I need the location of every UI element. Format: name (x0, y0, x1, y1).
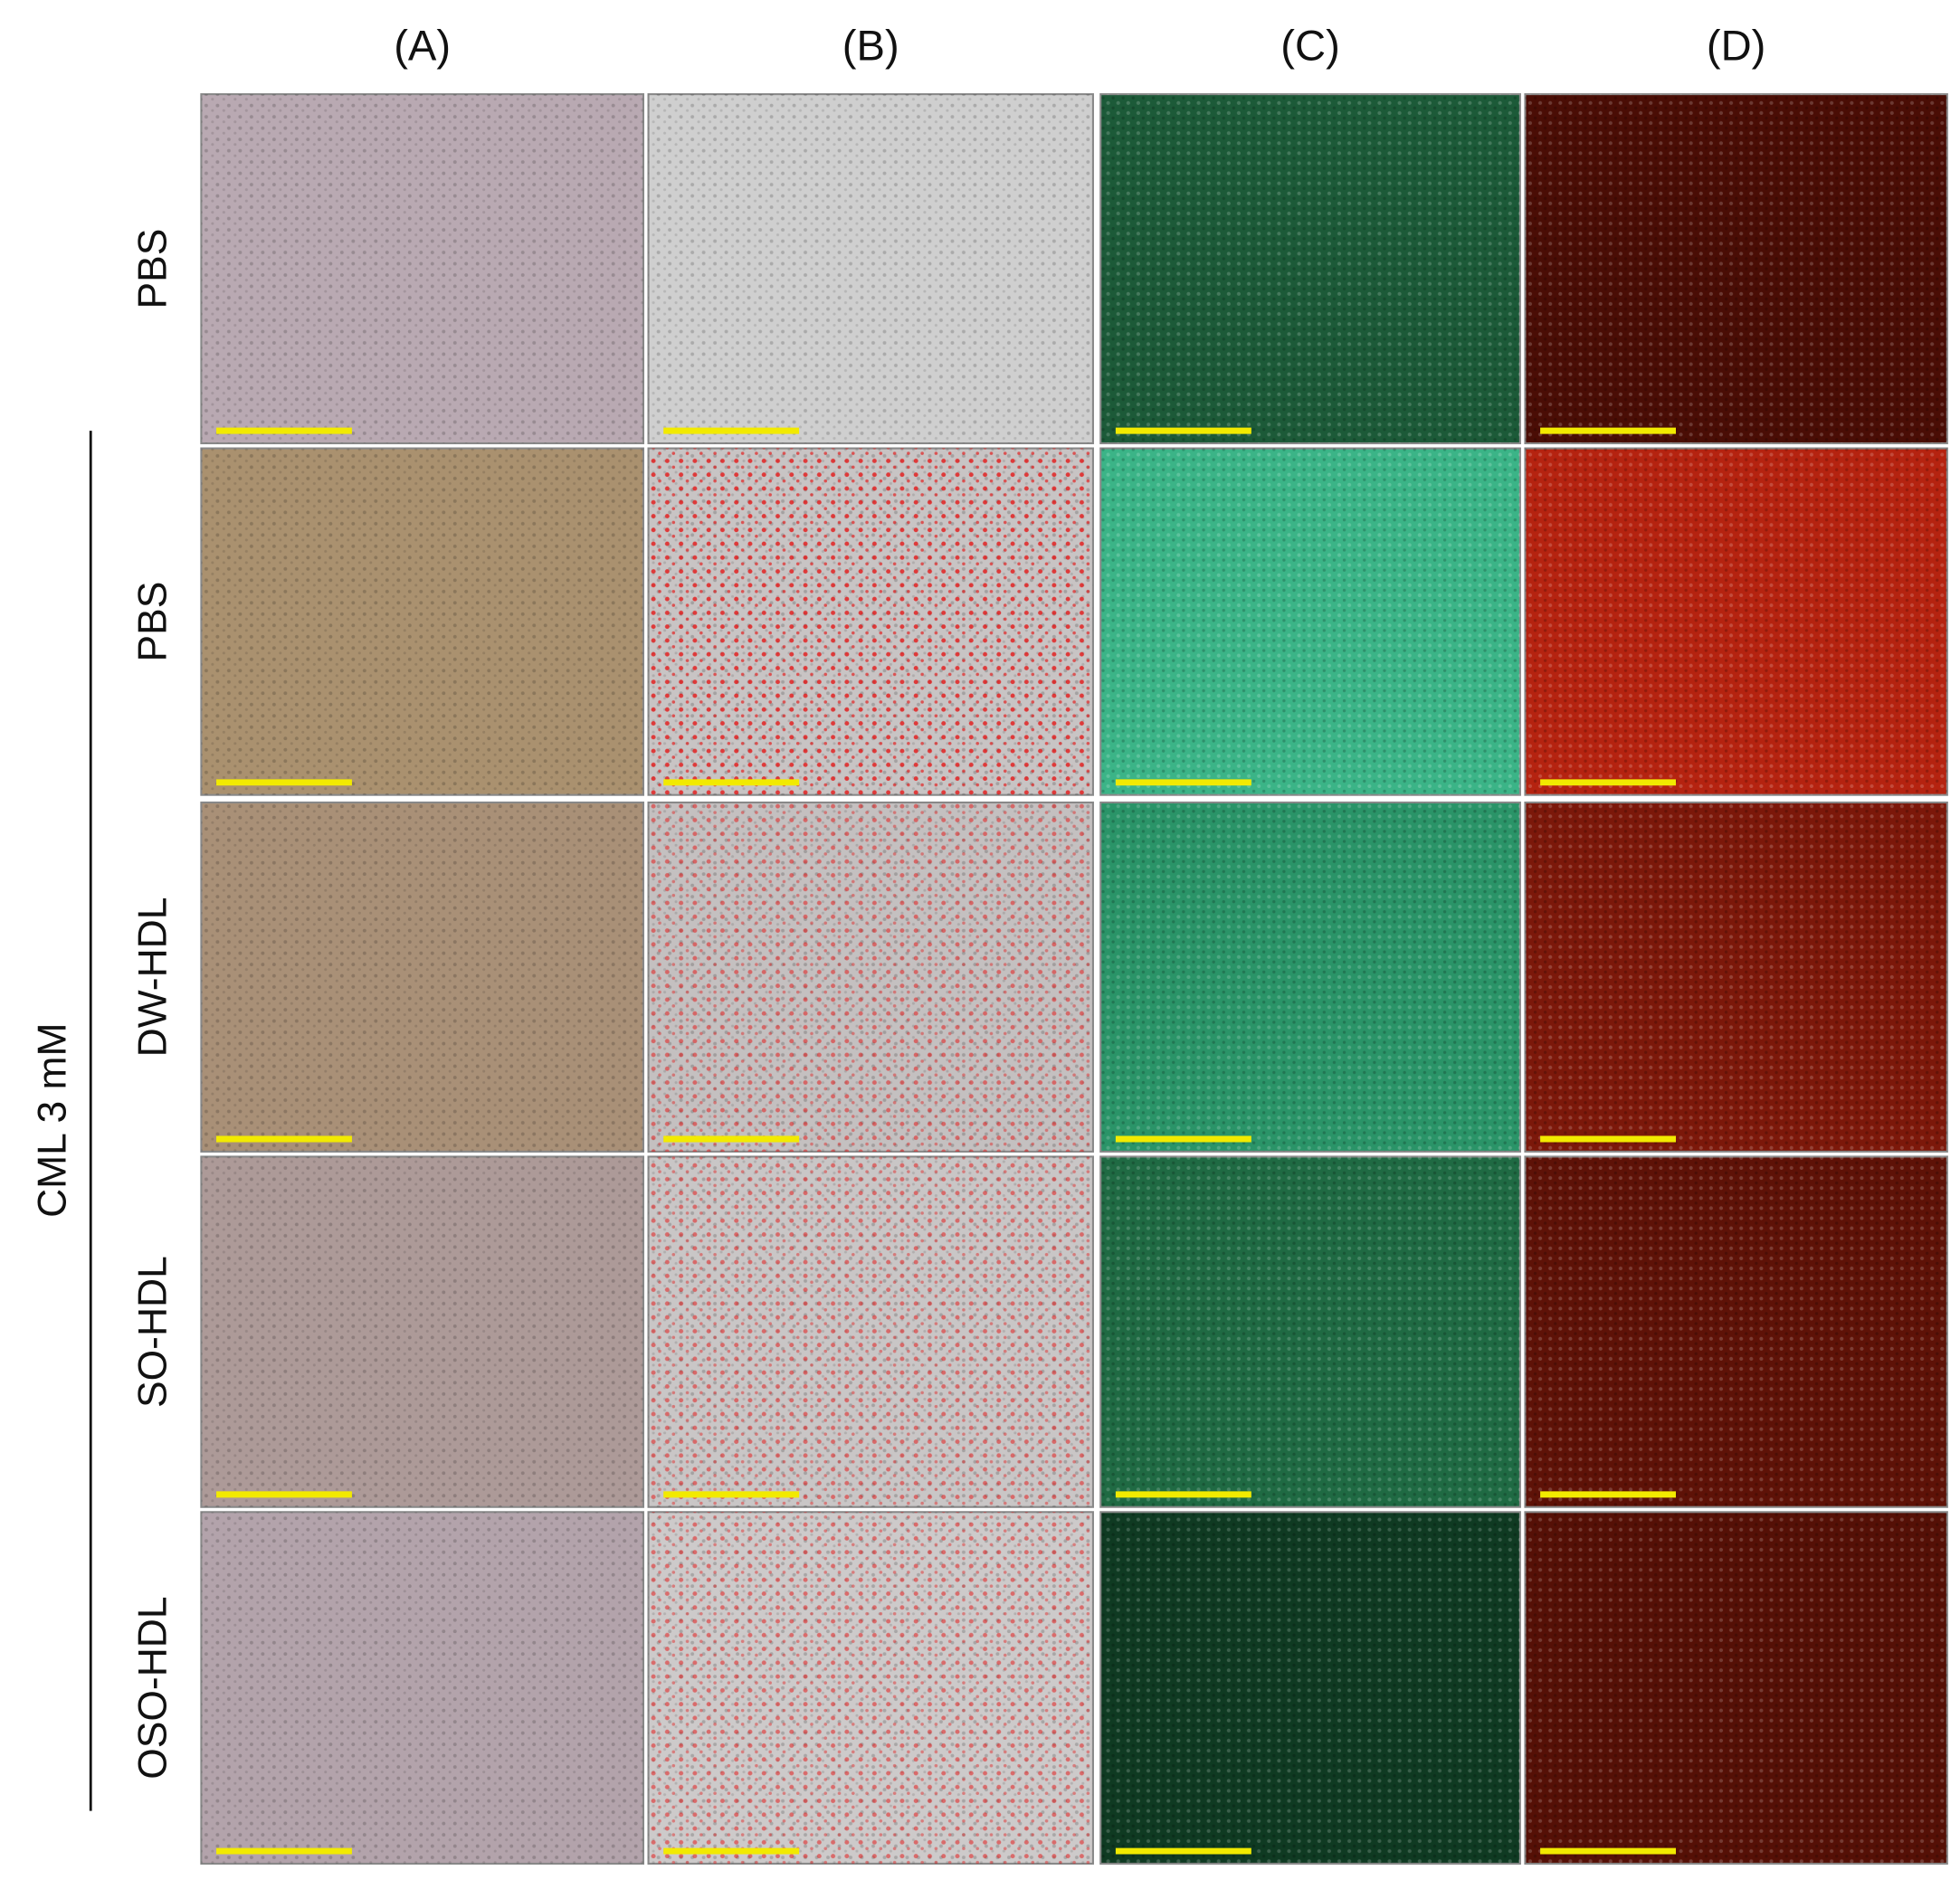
column-label: (D) (1707, 23, 1766, 71)
micrograph-texture (201, 1512, 643, 1864)
micrograph-texture (201, 1156, 643, 1507)
row-label: OSO-HDL (131, 1596, 176, 1779)
row-label: SO-HDL (131, 1256, 176, 1408)
micrograph-texture (1525, 448, 1947, 795)
micrograph-texture (201, 448, 643, 795)
row-label: PBS (131, 229, 176, 309)
column-label: (B) (842, 23, 899, 71)
stain-overlay (648, 1156, 1093, 1507)
group-label: CML 3 mM (30, 1022, 74, 1217)
micrograph-texture (1100, 94, 1520, 444)
micrograph-texture (1525, 1156, 1947, 1507)
row-label: DW-HDL (131, 897, 176, 1058)
micrograph-texture (1525, 94, 1947, 444)
micrograph-texture (1100, 448, 1520, 795)
micrograph-texture (1100, 1156, 1520, 1507)
column-label: (A) (394, 23, 451, 71)
micrograph-texture (1100, 802, 1520, 1152)
micrograph-texture (648, 94, 1093, 444)
micrograph-texture (1100, 1512, 1520, 1864)
row-label: PBS (131, 582, 176, 662)
column-label: (C) (1280, 23, 1340, 71)
stain-overlay (648, 802, 1093, 1152)
micrograph-texture (1525, 802, 1947, 1152)
micrograph-texture (201, 94, 643, 444)
stain-overlay (648, 1512, 1093, 1864)
stain-overlay (648, 448, 1093, 795)
micrograph-texture (201, 802, 643, 1152)
micrograph-texture (1525, 1512, 1947, 1864)
